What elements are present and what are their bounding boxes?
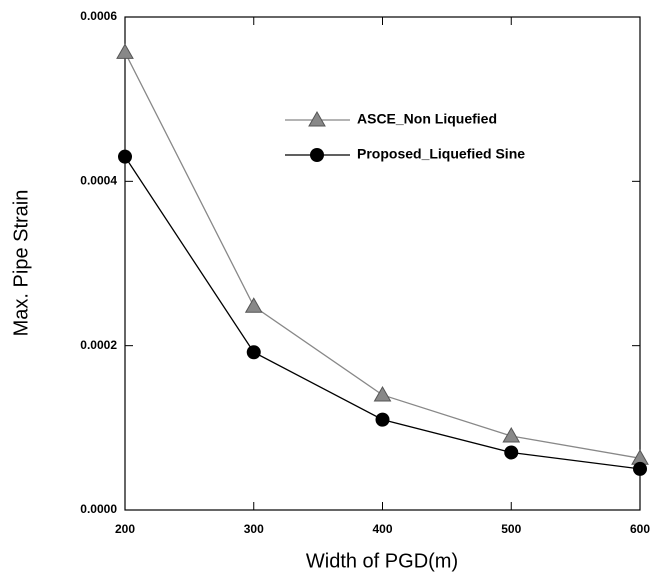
legend-marker — [310, 148, 324, 162]
marker — [246, 345, 261, 360]
y-tick-label: 0.0002 — [80, 338, 117, 352]
marker — [504, 445, 519, 460]
y-axis-label: Max. Pipe Strain — [10, 190, 32, 337]
y-tick-label: 0.0004 — [80, 174, 117, 188]
x-tick-label: 300 — [244, 522, 264, 536]
marker — [375, 412, 390, 427]
legend-label: Proposed_Liquefied Sine — [357, 146, 525, 162]
x-tick-label: 200 — [115, 522, 135, 536]
x-tick-label: 400 — [372, 522, 392, 536]
marker — [116, 43, 134, 59]
marker — [633, 461, 647, 476]
legend-marker — [308, 110, 326, 127]
legend-label: ASCE_Non Liquefied — [357, 111, 497, 127]
plot-frame — [124, 16, 641, 511]
marker — [502, 427, 521, 443]
marker — [244, 297, 263, 313]
marker — [373, 385, 392, 402]
x-tick-label: 500 — [501, 522, 521, 536]
x-axis-label: Width of PGD(m) — [306, 550, 458, 572]
y-tick-label: 0.0006 — [80, 9, 117, 23]
marker — [118, 149, 132, 164]
x-tick-label: 600 — [630, 522, 650, 536]
y-tick-label: 0.0000 — [80, 502, 117, 516]
